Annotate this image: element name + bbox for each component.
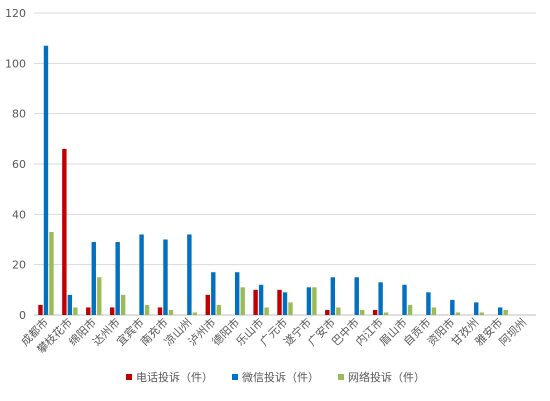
bar [312, 287, 317, 315]
bar [407, 304, 413, 315]
legend-swatch [338, 374, 344, 380]
bar [426, 292, 431, 315]
bar [192, 312, 198, 315]
bar [43, 45, 49, 315]
bar [383, 312, 389, 315]
bar [73, 307, 78, 315]
y-axis-ticks: 0 20 40 60 80 100 120 [5, 7, 26, 322]
bar [354, 277, 359, 315]
bars [38, 45, 508, 315]
bar [336, 307, 341, 315]
bar [306, 287, 312, 315]
x-axis-labels: 成都市攀枝花市绵阳市达州市宜宾市南充市凉山州泸州市德阳市乐山市广元市遂宁市广安市… [18, 315, 529, 356]
legend: 电话投诉（件） 微信投诉（件） 网络投诉（件） [126, 370, 425, 384]
bar [139, 234, 144, 315]
bar [402, 284, 407, 315]
bar [479, 312, 484, 315]
bar [372, 309, 378, 315]
bar [187, 234, 192, 315]
bar [431, 307, 437, 315]
legend-swatch [232, 374, 238, 380]
bar [325, 309, 330, 315]
gridlines [34, 12, 536, 316]
bar [360, 309, 365, 315]
bar [264, 307, 269, 315]
bar [234, 272, 240, 315]
bar [503, 309, 508, 315]
bar [49, 231, 54, 315]
y-tick-label: 20 [12, 259, 26, 272]
legend-label: 微信投诉（件） [242, 370, 319, 384]
legend-label: 电话投诉（件） [136, 370, 213, 384]
legend-label: 网络投诉（件） [348, 370, 425, 384]
legend-swatch [126, 374, 132, 380]
bar [163, 239, 168, 315]
bar [38, 304, 43, 315]
bar [205, 294, 210, 315]
bar [91, 242, 96, 315]
bar [288, 302, 293, 315]
bar [455, 312, 461, 315]
bar [330, 277, 336, 315]
bar [115, 242, 120, 315]
bar [86, 307, 91, 315]
bar [168, 309, 174, 315]
bar [240, 287, 245, 315]
bar [474, 302, 479, 315]
y-tick-label: 60 [12, 158, 26, 171]
x-tick-label: 阿坝州 [496, 315, 529, 348]
bar [62, 148, 67, 315]
bar [378, 282, 383, 315]
bar [67, 294, 73, 315]
y-tick-label: 80 [12, 108, 26, 121]
bar [253, 289, 258, 315]
y-tick-label: 100 [5, 57, 26, 70]
bar [157, 307, 163, 315]
bar [97, 277, 102, 315]
bar [282, 292, 288, 315]
bar [450, 299, 455, 315]
bar [211, 272, 216, 315]
y-tick-label: 120 [5, 7, 26, 20]
bar [144, 304, 150, 315]
y-tick-label: 40 [12, 208, 26, 221]
bar [497, 307, 503, 315]
bar [277, 289, 282, 315]
bar [258, 284, 264, 315]
bar [216, 304, 221, 315]
bar [120, 294, 126, 315]
y-tick-label: 0 [19, 309, 26, 322]
bar [109, 307, 115, 315]
